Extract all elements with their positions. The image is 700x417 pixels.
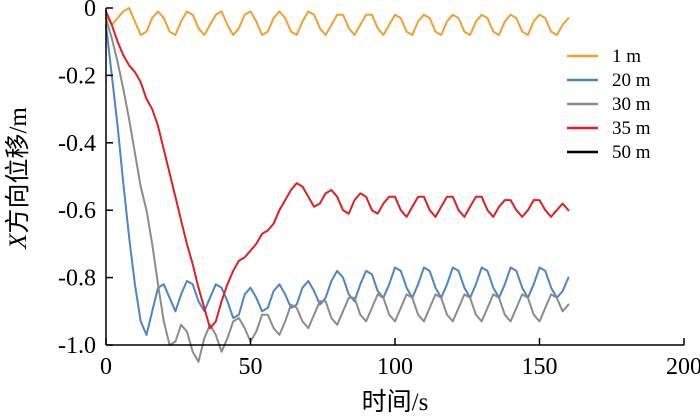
legend-label-4: 50 m <box>612 142 651 163</box>
y-tick-label: -0.6 <box>58 198 96 224</box>
axes <box>105 8 684 346</box>
y-tick-label: -0.2 <box>58 63 96 89</box>
series-line-1 <box>105 23 570 336</box>
y-axis-title-text: 方向位移/m <box>4 107 32 234</box>
ticks: 0 50 100 150 200 0 -0.2 -0.4 -0.6 -0.8 -1.0 <box>58 0 700 380</box>
y-axis-title-variable: X <box>5 232 32 250</box>
legend: 1 m 20 m 30 m 35 m 50 m <box>567 46 651 163</box>
x-axis-title: 时间/s <box>362 388 429 416</box>
x-tick-label: 150 <box>522 354 558 380</box>
y-tick-label: -1.0 <box>58 333 96 359</box>
y-tick-label: -0.8 <box>58 266 96 292</box>
x-tick-label: 50 <box>239 354 263 380</box>
x-tick-label: 200 <box>666 354 700 380</box>
legend-label-3: 35 m <box>612 118 651 139</box>
legend-label-2: 30 m <box>612 94 651 115</box>
series-line-3 <box>105 10 570 330</box>
series-layer <box>105 7 570 363</box>
x-tick-label: 0 <box>100 354 112 380</box>
y-tick-label: 0 <box>84 0 96 22</box>
series-line-2 <box>105 17 570 363</box>
series-line-0 <box>105 7 570 36</box>
y-axis-title: X方向位移/m <box>4 107 32 250</box>
y-tick-label: -0.4 <box>58 131 96 157</box>
legend-label-0: 1 m <box>612 46 641 67</box>
x-tick-label: 100 <box>377 354 413 380</box>
legend-label-1: 20 m <box>612 70 651 91</box>
